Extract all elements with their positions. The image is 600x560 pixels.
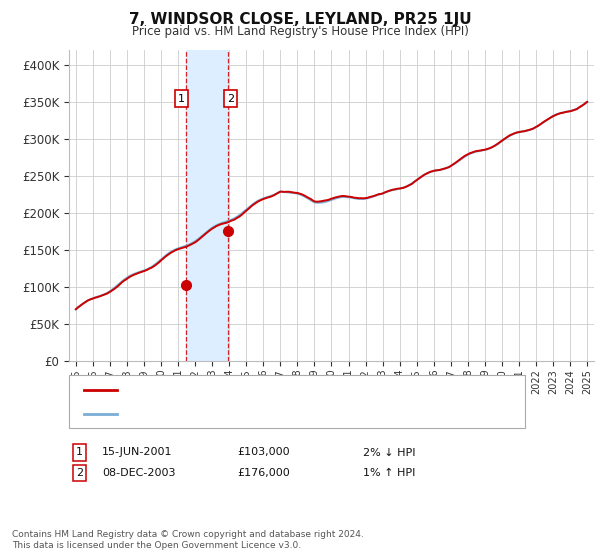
Text: 2: 2 [227,94,234,104]
Text: 7, WINDSOR CLOSE, LEYLAND, PR25 1JU (detached house): 7, WINDSOR CLOSE, LEYLAND, PR25 1JU (det… [123,385,443,395]
Text: 08-DEC-2003: 08-DEC-2003 [102,468,176,478]
Text: 1% ↑ HPI: 1% ↑ HPI [363,468,415,478]
Bar [186,50,228,361]
Text: Contains HM Land Registry data © Crown copyright and database right 2024.: Contains HM Land Registry data © Crown c… [12,530,364,539]
Text: £176,000: £176,000 [237,468,290,478]
Text: 15-JUN-2001: 15-JUN-2001 [102,447,173,458]
Text: 1: 1 [76,447,83,458]
Text: £103,000: £103,000 [237,447,290,458]
Text: This data is licensed under the Open Government Licence v3.0.: This data is licensed under the Open Gov… [12,541,301,550]
Text: 2% ↓ HPI: 2% ↓ HPI [363,447,415,458]
Text: 1: 1 [178,94,185,104]
Text: HPI: Average price, detached house, South Ribble: HPI: Average price, detached house, Sout… [123,408,395,418]
Text: Price paid vs. HM Land Registry's House Price Index (HPI): Price paid vs. HM Land Registry's House … [131,25,469,38]
Text: 7, WINDSOR CLOSE, LEYLAND, PR25 1JU: 7, WINDSOR CLOSE, LEYLAND, PR25 1JU [128,12,472,27]
Text: 2: 2 [76,468,83,478]
